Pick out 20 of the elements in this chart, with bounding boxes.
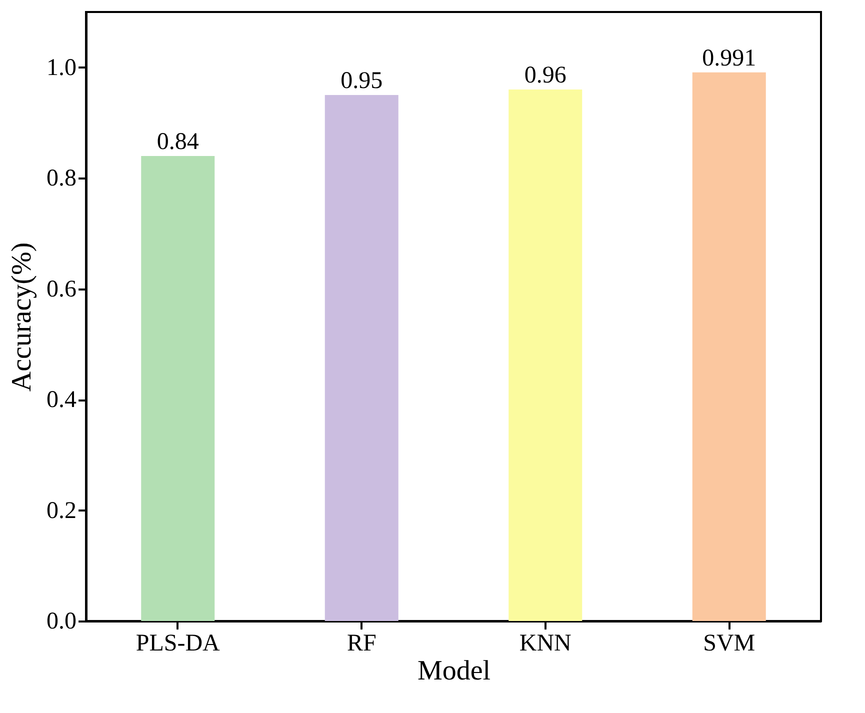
y-tick-label: 0.8: [46, 166, 76, 192]
y-tick-label: 0.2: [46, 498, 76, 524]
x-tick-label: PLS-DA: [136, 630, 221, 656]
x-tick-label: RF: [346, 630, 376, 656]
bar: [508, 90, 582, 621]
y-tick-label: 0.0: [46, 608, 76, 634]
data-label: 0.991: [702, 45, 756, 72]
x-tick-label: KNN: [519, 630, 572, 656]
x-axis-title: Model: [417, 656, 491, 686]
x-tick-label: SVM: [703, 630, 756, 656]
y-tick-label: 0.6: [46, 276, 76, 302]
data-label: 0.84: [156, 128, 199, 155]
bar: [141, 156, 215, 621]
bar: [324, 95, 398, 621]
y-axis-title: Accuracy(%): [6, 242, 38, 392]
data-label: 0.95: [340, 68, 383, 94]
y-tick-label: 0.4: [46, 387, 76, 414]
bar: [692, 72, 766, 621]
y-tick-label: 1.0: [46, 54, 76, 81]
data-label: 0.96: [524, 62, 566, 89]
